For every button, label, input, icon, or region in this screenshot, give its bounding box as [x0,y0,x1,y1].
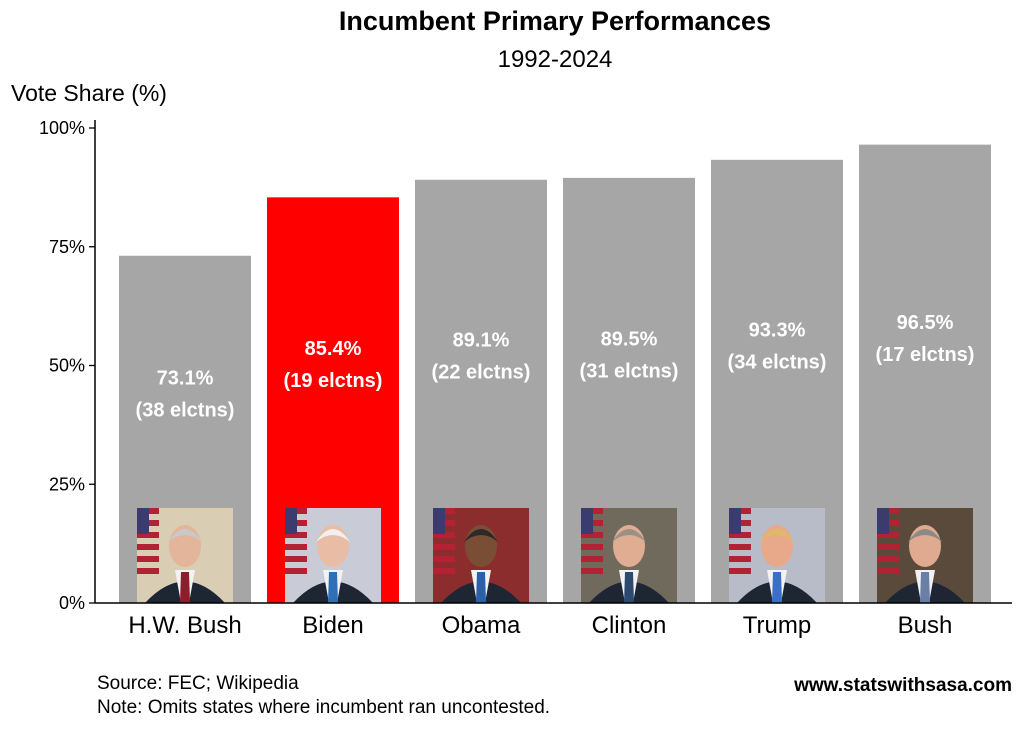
bar-elections-label: (38 elctns) [136,399,235,421]
x-tick-label: H.W. Bush [128,612,241,639]
bar-value-label: 89.5% [601,328,658,350]
portrait-photo [137,508,233,603]
chart-title: Incumbent Primary Performances [338,6,772,36]
x-tick-label: Trump [743,612,811,639]
x-tick-label: Obama [442,612,521,639]
y-tick-label: 100% [39,118,85,138]
bar-elections-label: (19 elctns) [284,370,383,392]
omission-note: Note: Omits states where incumbent ran u… [97,697,551,718]
bar-value-label: 85.4% [305,338,362,360]
portrait-photo [433,508,529,603]
bar-elections-label: (17 elctns) [876,344,975,366]
bar-value-label: 96.5% [897,312,954,334]
y-tick-label: 25% [49,474,85,494]
y-tick-label: 75% [49,237,85,257]
bar-value-label: 89.1% [453,329,510,351]
y-axis-label: Vote Share (%) [11,80,167,106]
portrait-photo [581,508,677,603]
x-tick-label: Biden [302,612,363,639]
bar-elections-label: (22 elctns) [432,361,531,383]
chart-subtitle: 1992-2024 [497,46,613,73]
portrait-photo [285,508,381,603]
bar-elections-label: (31 elctns) [580,360,679,382]
y-tick-label: 50% [49,356,85,376]
portrait-photo [729,508,825,603]
bar-value-label: 73.1% [157,367,214,389]
bar-elections-label: (34 elctns) [728,351,827,373]
portrait-photo [877,508,973,603]
bar-value-label: 93.3% [749,319,806,341]
x-tick-label: Clinton [592,612,667,639]
x-tick-label: Bush [898,612,953,639]
brand-url: www.statswithsasa.com [794,675,1012,696]
source-note: Source: FEC; Wikipedia [97,673,299,694]
y-tick-label: 0% [59,593,85,613]
